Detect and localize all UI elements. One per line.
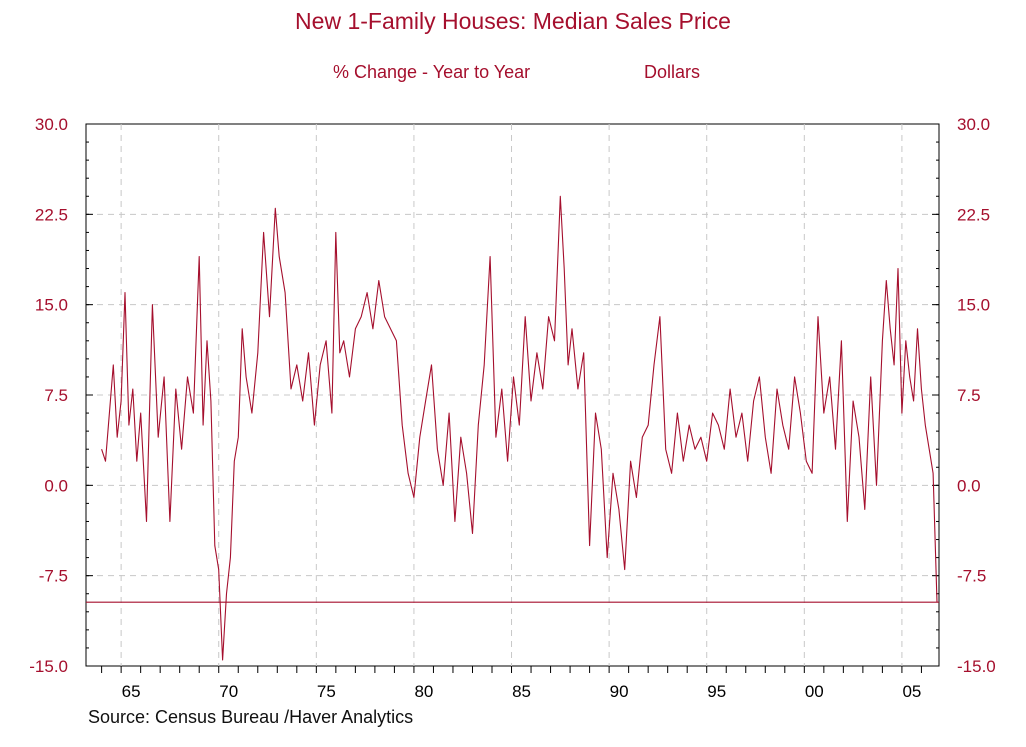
- y-tick-label-left: 30.0: [35, 115, 68, 134]
- x-tick-label: 95: [707, 682, 726, 701]
- y-tick-label-right: 22.5: [957, 205, 990, 224]
- y-tick-label-left: -7.5: [39, 567, 68, 586]
- y-tick-label-left: 7.5: [44, 386, 68, 405]
- y-tick-label-right: 7.5: [957, 386, 981, 405]
- chart-subtitle-right: Dollars: [644, 62, 701, 82]
- y-tick-label-left: -15.0: [29, 657, 68, 676]
- x-tick-label: 00: [805, 682, 824, 701]
- chart-subtitle-left: % Change - Year to Year: [333, 62, 531, 82]
- y-tick-label-right: 0.0: [957, 476, 981, 495]
- x-tick-label: 70: [219, 682, 238, 701]
- y-tick-label-right: 30.0: [957, 115, 990, 134]
- x-tick-label: 65: [122, 682, 141, 701]
- y-tick-label-left: 22.5: [35, 205, 68, 224]
- y-tick-label-left: 0.0: [44, 476, 68, 495]
- y-tick-label-left: 15.0: [35, 296, 68, 315]
- y-tick-label-right: 15.0: [957, 296, 990, 315]
- chart-title: New 1-Family Houses: Median Sales Price: [295, 8, 731, 34]
- series-line: [101, 195, 938, 661]
- x-tick-label: 80: [414, 682, 433, 701]
- x-tick-label: 85: [512, 682, 531, 701]
- x-tick-label: 75: [317, 682, 336, 701]
- chart-source: Source: Census Bureau /Haver Analytics: [88, 707, 414, 727]
- x-tick-label: 90: [610, 682, 629, 701]
- y-tick-label-right: -7.5: [957, 567, 986, 586]
- y-tick-label-right: -15.0: [957, 657, 996, 676]
- x-tick-label: 05: [902, 682, 921, 701]
